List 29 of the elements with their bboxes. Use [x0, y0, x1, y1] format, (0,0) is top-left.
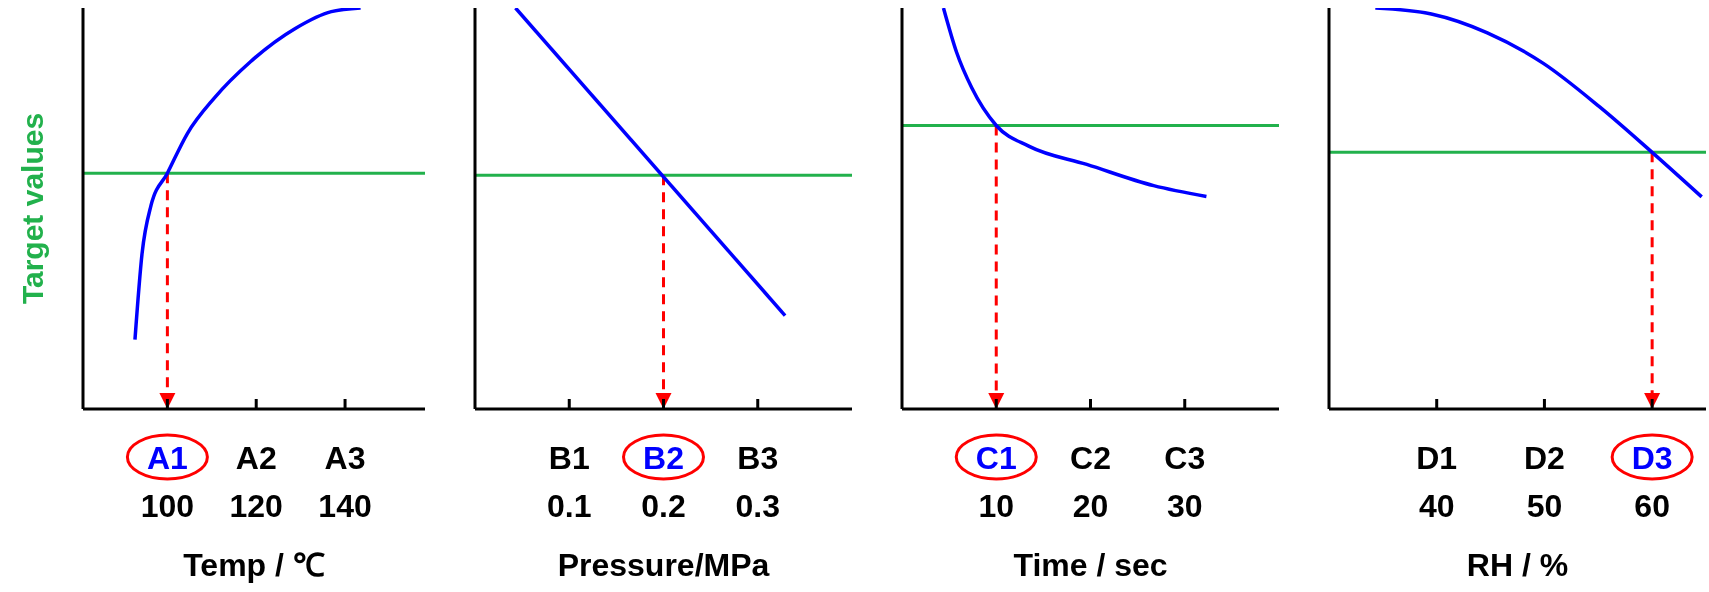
- text: A3: [324, 440, 366, 476]
- x-tick-label: 60: [1634, 488, 1670, 524]
- text: C1: [975, 440, 1017, 476]
- text: C3: [1164, 440, 1206, 476]
- x-tick-label: 0.1: [547, 488, 592, 524]
- x-axis-title: Temp / ℃: [183, 547, 325, 583]
- x-tick-label: 50: [1526, 488, 1563, 524]
- x-tick-label: 0.3: [735, 488, 780, 524]
- text: B3: [737, 440, 779, 476]
- x-tick-label: 140: [318, 488, 372, 524]
- y-axis-title: Target values: [15, 112, 49, 305]
- x-tick-label: 120: [229, 488, 283, 524]
- x-tick-label: 10: [978, 488, 1015, 524]
- text: D2: [1523, 440, 1565, 476]
- text: B2: [643, 440, 684, 476]
- x-tick-label: 20: [1072, 488, 1109, 524]
- text: D1: [1416, 440, 1458, 476]
- x-axis-title: Pressure/MPa: [557, 547, 770, 583]
- x-axis-title: Time / sec: [1013, 547, 1168, 583]
- text: B1: [548, 440, 590, 476]
- x-axis-title: RH / %: [1466, 547, 1569, 583]
- text: D3: [1631, 440, 1673, 476]
- x-tick-label: 40: [1418, 488, 1455, 524]
- text: C2: [1070, 440, 1111, 476]
- text: A2: [235, 440, 277, 476]
- x-tick-label: 100: [140, 488, 195, 524]
- x-tick-label: 30: [1166, 488, 1203, 524]
- text: A1: [146, 440, 188, 476]
- x-tick-label: 0.2: [641, 488, 686, 524]
